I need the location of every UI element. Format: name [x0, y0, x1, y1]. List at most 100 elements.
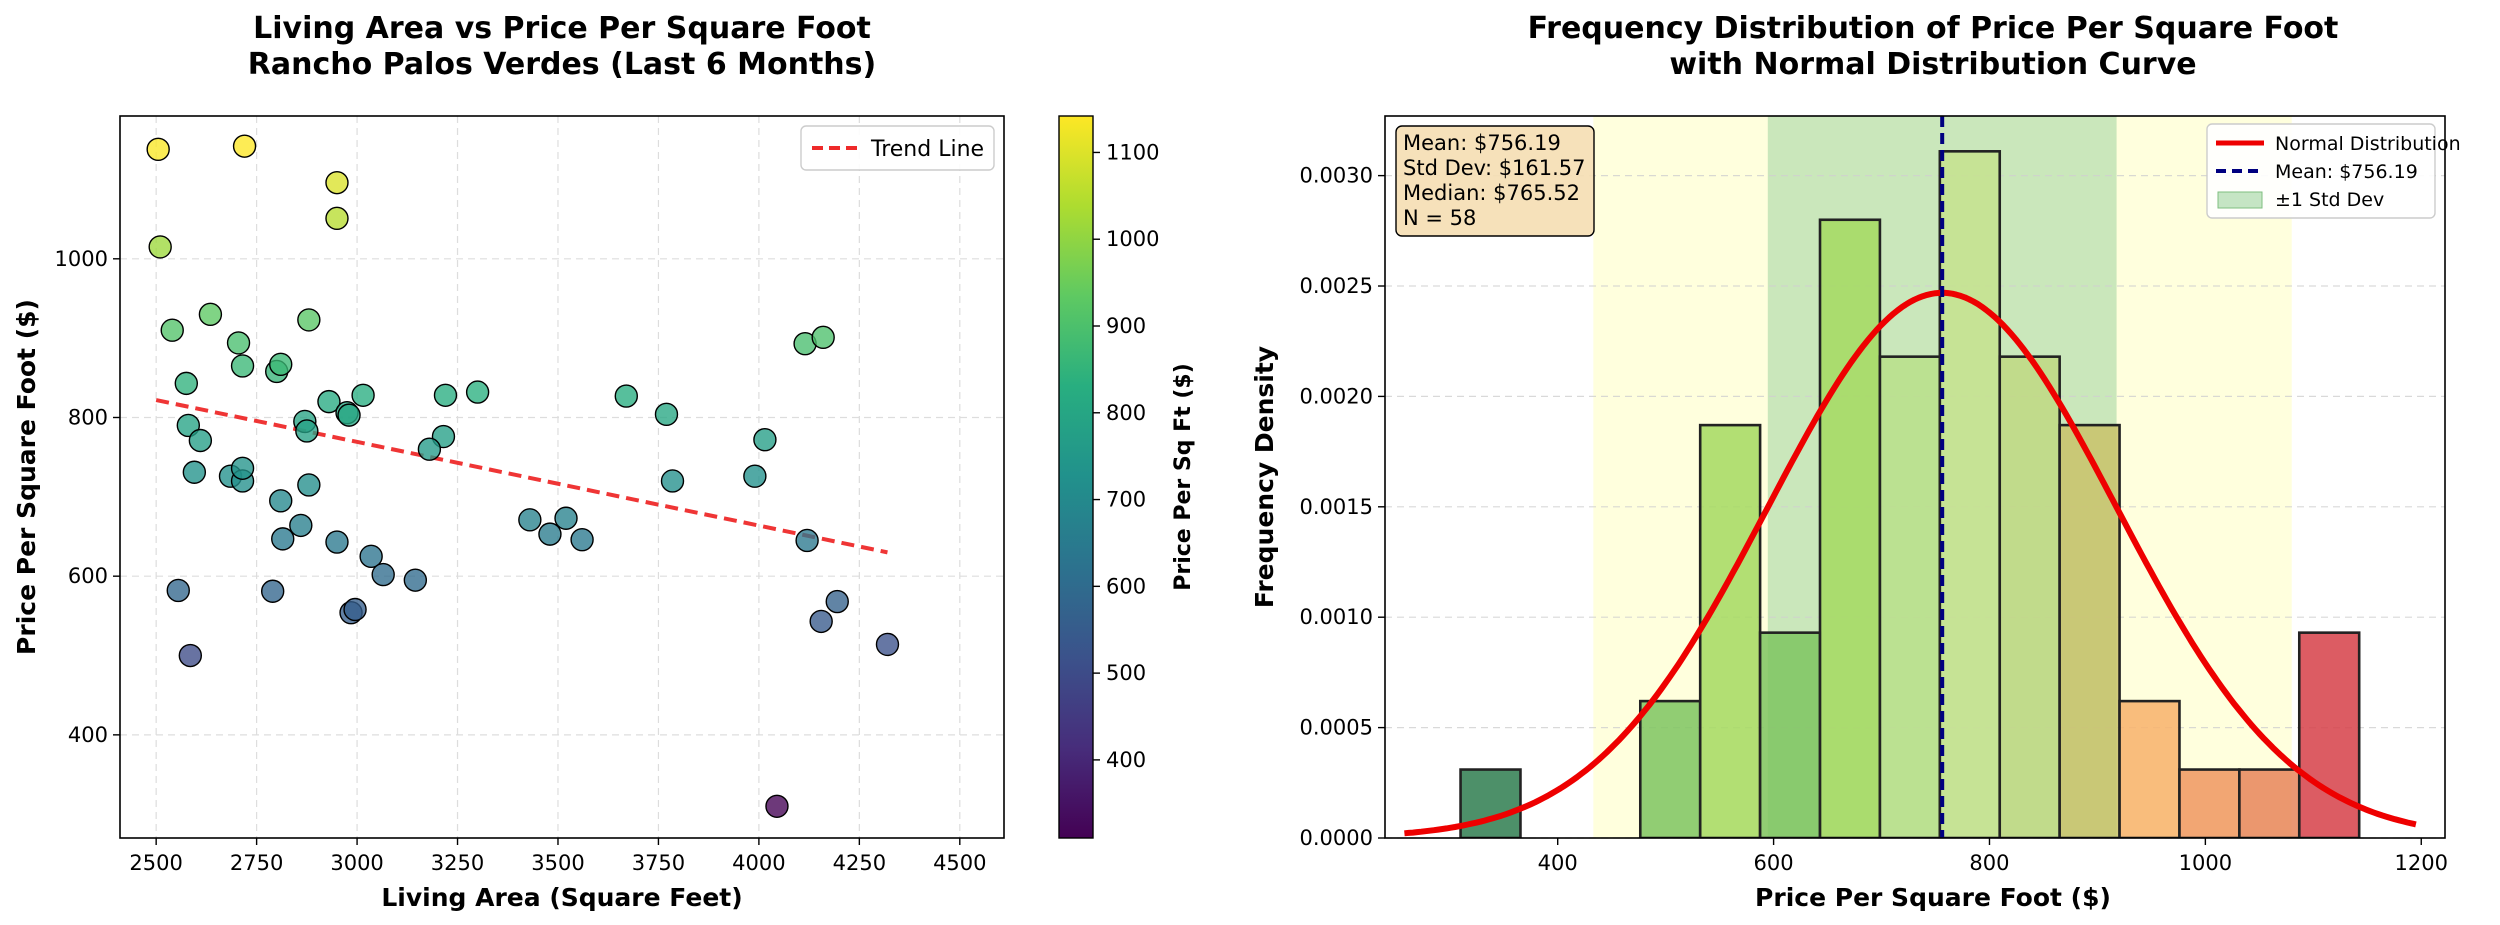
- scatter-point: [295, 419, 319, 443]
- scatter-gridlines: [120, 116, 1004, 838]
- histogram-y-tick-label: 0.0020: [1300, 384, 1373, 408]
- legend-std-swatch: [2217, 191, 2263, 209]
- histogram-bar: [1698, 423, 1762, 838]
- scatter-y-tick-label: 1000: [55, 247, 108, 271]
- histogram-plot-frame: [1384, 115, 2446, 839]
- scatter-title-line1: Living Area vs Price Per Square Foot: [253, 11, 871, 46]
- legend-mean-label: Mean: $756.19: [2275, 161, 2418, 183]
- scatter-point: [811, 325, 835, 350]
- scatter-y-tick-label: 800: [68, 405, 108, 429]
- histogram-x-tick-label: 800: [1969, 851, 2009, 875]
- scatter-point: [660, 469, 685, 493]
- histogram-y-axis-label: Frequency Density: [1250, 346, 1279, 608]
- scatter-point: [809, 609, 833, 634]
- histogram-legend: Normal Distribution Mean: $756.19 ±1 Std…: [2206, 123, 2461, 219]
- colorbar-tick-label: 600: [1106, 574, 1146, 598]
- stats-mean: Mean: $756.19: [1403, 131, 1561, 155]
- scatter-point: [178, 643, 203, 668]
- scatter-point: [795, 528, 819, 553]
- scatter-point: [232, 134, 257, 158]
- scatter-point: [417, 437, 442, 461]
- scatter-point: [654, 402, 679, 427]
- histogram-bar: [2118, 699, 2181, 838]
- scatter-x-axis-label: Living Area (Square Feet): [381, 883, 742, 912]
- scatter-legend-trend-label: Trend Line: [870, 137, 984, 162]
- scatter-point: [230, 456, 255, 480]
- stats-median: Median: $765.52: [1403, 181, 1580, 205]
- scatter-point: [765, 794, 789, 818]
- colorbar-tick-label: 900: [1106, 314, 1146, 338]
- histogram-title-line1: Frequency Distribution of Price Per Squa…: [1528, 11, 2339, 46]
- histogram-y-tick-label: 0.0015: [1300, 495, 1373, 519]
- scatter-plot-frame: [119, 115, 1005, 839]
- scatter-point: [554, 506, 578, 530]
- scatter-point: [160, 318, 184, 342]
- colorbar: 400 500 600 700 800 900 1000 1100 Price Per Sq …: [1058, 115, 1196, 839]
- scatter-point: [148, 235, 172, 259]
- scatter-point: [359, 544, 383, 569]
- colorbar-tick-label: 1000: [1106, 227, 1159, 251]
- histogram-bars: [1459, 150, 2361, 838]
- histogram-legend-box: [2206, 123, 2436, 219]
- scatter-points: [146, 134, 900, 818]
- scatter-x-ticks: 2500 2750 3000 3250 3500 3750 4000 4250 4500: [129, 838, 987, 875]
- histogram-normal-curve: [1404, 289, 2417, 837]
- histogram-bar: [1938, 150, 2002, 838]
- histogram-bar: [2058, 423, 2121, 838]
- histogram-bar: [1758, 631, 1822, 838]
- colorbar-tick-label: 400: [1106, 748, 1146, 772]
- scatter-plot-area: [120, 116, 1004, 838]
- scatter-legend-box: [800, 125, 995, 171]
- scatter-point: [433, 383, 458, 407]
- scatter-point: [337, 403, 361, 427]
- scatter-point: [518, 508, 542, 532]
- scatter-point: [289, 513, 313, 538]
- scatter-point: [188, 428, 213, 453]
- histogram-y-tick-label: 0.0025: [1300, 274, 1373, 298]
- scatter-point: [570, 527, 594, 552]
- histogram-x-ticks: 400 600 800 1000 1200: [1538, 838, 2448, 875]
- histogram-bar: [1878, 355, 1942, 838]
- scatter-x-tick-label: 2750: [230, 851, 283, 875]
- scatter-point: [317, 389, 341, 414]
- scatter-point: [875, 632, 900, 657]
- scatter-point: [743, 464, 767, 488]
- scatter-point: [825, 589, 849, 614]
- scatter-point: [343, 597, 367, 622]
- scatter-point: [325, 206, 349, 231]
- scatter-point: [325, 170, 349, 195]
- scatter-point: [297, 308, 321, 332]
- scatter-y-axis-label: Price Per Square Foot ($): [12, 299, 41, 655]
- histogram-y-ticks: 0.0000 0.0005 0.0010 0.0015 0.0020 0.0025 0.00…: [1300, 164, 1385, 850]
- trend-line: [155, 398, 888, 555]
- scatter-point: [230, 354, 255, 378]
- colorbar-tick-label: 800: [1106, 401, 1146, 425]
- colorbar-label: Price Per Sq Ft ($): [1171, 363, 1196, 591]
- histogram-bar: [1638, 699, 1702, 838]
- colorbar-tick-label: 1100: [1106, 140, 1159, 164]
- histogram-bar: [1998, 355, 2061, 838]
- scatter-x-tick-label: 4500: [933, 851, 986, 875]
- scatter-y-tick-label: 400: [68, 723, 108, 747]
- colorbar-tick-label: 700: [1106, 488, 1146, 512]
- scatter-x-tick-label: 3750: [632, 851, 685, 875]
- histogram-x-axis-label: Price Per Square Foot ($): [1755, 883, 2111, 912]
- histogram-x-tick-label: 600: [1754, 851, 1794, 875]
- histogram-bar: [1818, 218, 1882, 838]
- scatter-point: [269, 489, 293, 513]
- scatter-point: [297, 473, 321, 497]
- scatter-point: [371, 562, 395, 587]
- histogram-bar: [2297, 631, 2361, 838]
- stats-count: N = 58: [1403, 206, 1476, 230]
- scatter-point: [146, 137, 170, 162]
- colorbar-gradient: [1058, 115, 1094, 839]
- scatter-point: [226, 331, 251, 355]
- scatter-point: [351, 383, 375, 407]
- histogram-bar: [2238, 768, 2301, 838]
- scatter-title-line2: Rancho Palos Verdes (Last 6 Months): [248, 47, 876, 82]
- scatter-y-tick-label: 600: [68, 564, 108, 588]
- normal-curve: [1404, 289, 2417, 837]
- scatter-point: [465, 380, 490, 404]
- scatter-chart: Living Area vs Price Per Square Foot Ran…: [12, 11, 1196, 912]
